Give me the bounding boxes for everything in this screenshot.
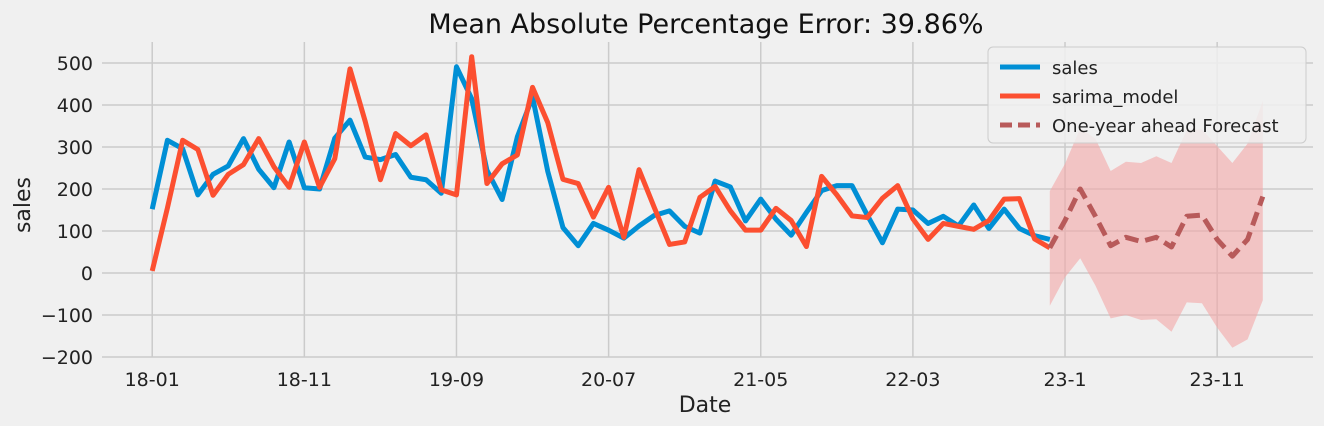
sarima-model-line	[149, 54, 1052, 272]
series-lines	[149, 54, 1266, 272]
sales-line	[149, 64, 1051, 249]
x-tick-label: 20-07	[581, 369, 636, 391]
y-tick-label: 500	[57, 53, 93, 75]
legend-box	[987, 46, 1307, 144]
legend: sales sarima_model One-year ahead Foreca…	[987, 46, 1307, 144]
x-tick-label: 23-1	[1043, 369, 1086, 391]
x-tick-label: 21-05	[733, 369, 788, 391]
x-tick-label: 19-09	[429, 369, 484, 391]
legend-label-forecast: One-year ahead Forecast	[1052, 116, 1279, 137]
legend-label-sarima-model: sarima_model	[1052, 87, 1178, 108]
y-tick-label: 0	[81, 263, 93, 285]
y-tick-labels: −200 −100 0 100 200 300 400 500	[41, 53, 93, 369]
confidence-band-layer	[1049, 100, 1263, 348]
x-tick-labels: 18-01 18-11 19-09 20-07 21-05 22-03 23-1 23-11	[125, 369, 1245, 391]
x-tick-label: 18-11	[277, 369, 332, 391]
x-tick-label: 22-03	[885, 369, 940, 391]
x-tick-label: 18-01	[125, 369, 180, 391]
x-tick-label: 23-11	[1190, 369, 1245, 391]
forecast-line	[1047, 186, 1266, 259]
legend-label-sales: sales	[1052, 58, 1098, 79]
y-tick-label: 100	[57, 221, 93, 243]
y-axis-label: sales	[11, 177, 36, 233]
y-tick-label: −200	[41, 347, 93, 369]
y-tick-label: 400	[57, 95, 93, 117]
forecast-confidence-band	[1049, 100, 1263, 348]
y-tick-label: 300	[57, 137, 93, 159]
x-axis-label: Date	[679, 393, 732, 418]
y-tick-label: 200	[57, 179, 93, 201]
chart-title: Mean Absolute Percentage Error: 39.86%	[428, 9, 983, 40]
y-tick-label: −100	[41, 305, 93, 327]
